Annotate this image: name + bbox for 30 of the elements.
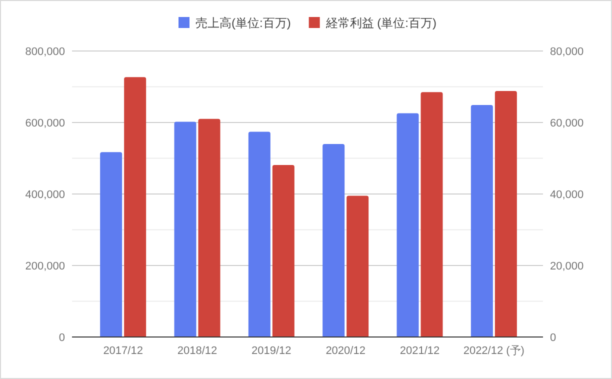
bar [100, 152, 122, 337]
y2-tick-label: 20,000 [550, 260, 584, 272]
y-tick-label: 200,000 [25, 260, 65, 272]
y2-tick-label: 60,000 [550, 118, 584, 130]
x-tick-label: 2018/12 [177, 345, 218, 357]
bar [346, 196, 369, 337]
y-tick-label: 600,000 [25, 118, 65, 130]
y2-tick-label: 0 [550, 332, 556, 344]
x-tick-label: 2022/12 (予) [463, 345, 524, 357]
bar [248, 132, 270, 337]
bar [396, 113, 419, 337]
bar [494, 91, 517, 337]
x-tick-label: 2017/12 [103, 345, 143, 357]
bar [470, 104, 493, 337]
bar [198, 118, 220, 337]
bar [322, 144, 345, 337]
x-tick-label: 2019/12 [252, 345, 292, 357]
y2-tick-label: 80,000 [550, 46, 584, 58]
bar [272, 165, 294, 337]
legend-label: 経常利益 (単位:百万) [324, 16, 436, 30]
y-tick-label: 0 [58, 332, 65, 344]
x-tick-label: 2021/12 [400, 345, 440, 357]
bar [174, 122, 196, 337]
y-tick-label: 800,000 [25, 46, 65, 58]
legend-label: 売上高(単位:百万) [196, 16, 291, 30]
y-tick-label: 400,000 [25, 189, 65, 201]
bar [124, 77, 146, 337]
bar [420, 92, 443, 337]
y2-tick-label: 40,000 [550, 189, 584, 201]
x-tick-label: 2020/12 [326, 345, 366, 357]
